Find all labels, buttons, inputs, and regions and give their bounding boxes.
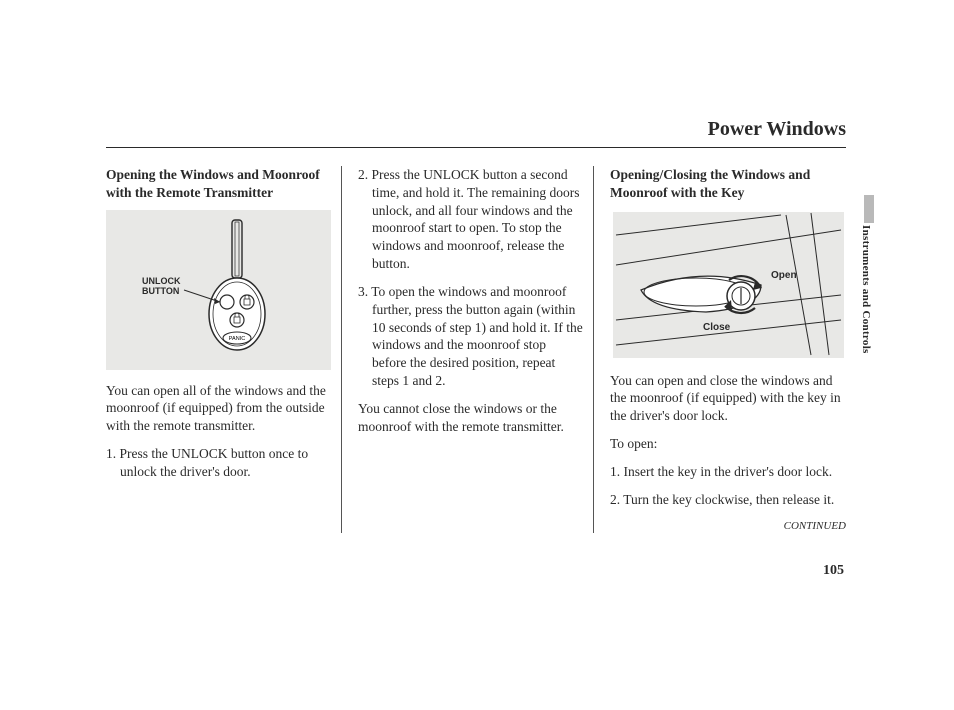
page-content: Power Windows Opening the Windows and Mo… <box>106 118 846 533</box>
column-3: Opening/Closing the Windows and Moonroof… <box>610 166 846 533</box>
close-label: Close <box>703 322 731 333</box>
col3-intro: You can open and close the windows and t… <box>610 372 846 425</box>
col1-intro: You can open all of the windows and the … <box>106 382 331 435</box>
remote-fob-figure: PANIC UNLOCK BUTTON <box>106 210 331 370</box>
col3-heading: Opening/Closing the Windows and Moonroof… <box>610 166 846 202</box>
col2-note: You cannot close the windows or the moon… <box>358 400 583 436</box>
columns: Opening the Windows and Moonroof with th… <box>106 166 846 533</box>
door-lock-figure: Open Close <box>610 210 846 360</box>
col3-toopen: To open: <box>610 435 846 453</box>
col1-heading: Opening the Windows and Moonroof with th… <box>106 166 331 202</box>
unlock-label-1: UNLOCK <box>142 276 181 286</box>
unlock-label-2: BUTTON <box>142 286 179 296</box>
col3-step1: 1. Insert the key in the driver's door l… <box>610 463 846 481</box>
column-2: 2. Press the UNLOCK button a second time… <box>358 166 594 533</box>
col2-step2: 2. Press the UNLOCK button a second time… <box>358 166 583 273</box>
continued-label: CONTINUED <box>610 519 846 534</box>
open-label: Open <box>771 270 797 281</box>
key-fob-icon: PANIC UNLOCK BUTTON <box>114 212 324 367</box>
section-label: Instruments and Controls <box>860 225 872 354</box>
col3-step2: 2. Turn the key clockwise, then release … <box>610 491 846 509</box>
col2-step3: 3. To open the windows and moonroof furt… <box>358 283 583 390</box>
tab-marker <box>864 195 874 223</box>
column-1: Opening the Windows and Moonroof with th… <box>106 166 342 533</box>
col1-step1: 1. Press the UNLOCK button once to unloc… <box>106 445 331 481</box>
side-tab: Instruments and Controls <box>856 205 874 390</box>
page-title: Power Windows <box>106 118 846 148</box>
panic-label: PANIC <box>228 336 244 342</box>
door-lock-icon: Open Close <box>611 210 846 360</box>
page-number: 105 <box>823 563 844 579</box>
